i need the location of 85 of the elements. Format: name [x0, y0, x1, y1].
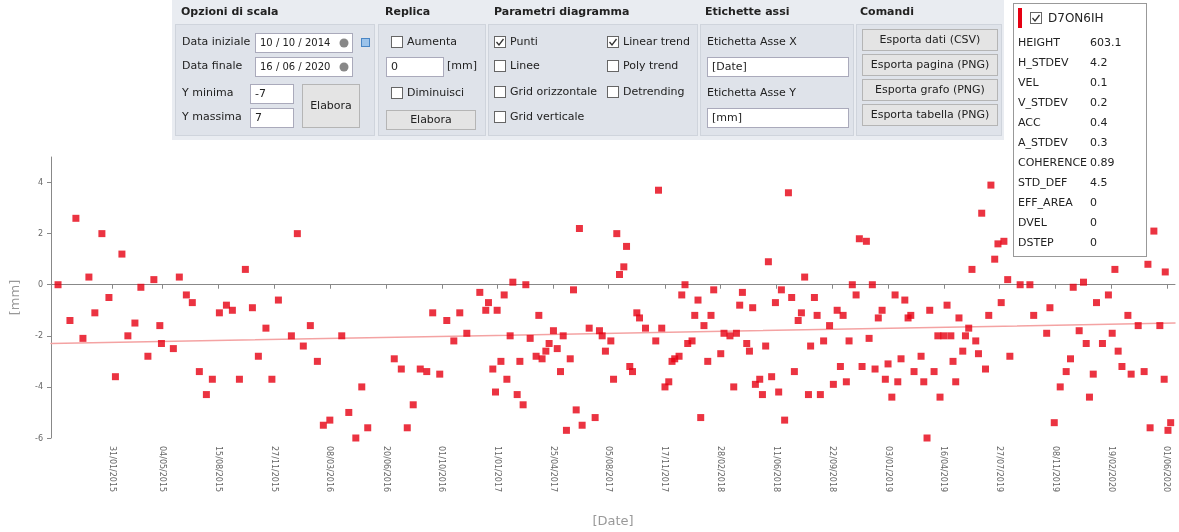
text: Esporta dati (CSV) [879, 33, 981, 47]
text: Grid orizzontale [510, 85, 598, 99]
text: 16 / 06 / 2020 [260, 60, 331, 74]
text: 4.2 [1090, 56, 1108, 70]
text: Y minima [182, 86, 234, 100]
text: Poly trend [623, 59, 679, 73]
x-tick-label: 01/10/2016 [437, 446, 447, 493]
x-tick-label: 25/04/2017 [548, 446, 558, 493]
annotation: COHERENCE [1018, 156, 1088, 170]
annotation: DSTEP [1018, 236, 1054, 250]
annotation: 4.5 [1090, 176, 1108, 190]
y-tick-label: -4 [35, 382, 43, 392]
annotation: 0.89 [1090, 156, 1115, 170]
annotation: 0 [1090, 236, 1097, 250]
text: Opzioni di scala [181, 5, 279, 19]
x-tick-label: 20/06/2016 [381, 446, 391, 493]
x-tick-label: 01/06/2020 [1162, 446, 1172, 493]
text: Esporta tabella (PNG) [870, 108, 990, 122]
text: Etichetta Asse Y [707, 86, 796, 100]
text: A_STDEV [1018, 136, 1068, 150]
text: 7 [255, 111, 262, 125]
text: Parametri diagramma [494, 5, 630, 19]
x-tick-label: 11/01/2017 [492, 446, 502, 493]
text: V_STDEV [1018, 96, 1068, 110]
text: 0.1 [1090, 76, 1108, 90]
annotation: 0 [1090, 196, 1097, 210]
annotation: DVEL [1018, 216, 1047, 230]
x-tick-label: 15/08/2015 [213, 446, 223, 493]
text: Replica [385, 5, 431, 19]
y-tick-label: 0 [37, 280, 43, 290]
x-tick-label: 03/01/2019 [883, 446, 893, 493]
y-tick-label: -6 [35, 433, 43, 443]
text: Grid verticale [510, 110, 585, 124]
text: Punti [510, 35, 538, 49]
text: Comandi [860, 5, 914, 19]
x-tick-label: 22/09/2018 [827, 446, 837, 493]
annotation: EFF_AREA [1018, 196, 1073, 210]
text: Esporta grafo (PNG) [875, 83, 985, 97]
text: 10 / 10 / 2014 [260, 36, 331, 50]
x-tick-label: 28/02/2018 [716, 446, 726, 493]
text: 0.3 [1090, 136, 1108, 150]
text: Elabora [310, 99, 352, 113]
y-axis-title: [mm] [7, 279, 22, 316]
text: H_STDEV [1018, 56, 1069, 70]
x-axis-title: [Date] [592, 513, 634, 528]
text: 0 [391, 60, 398, 74]
text: Elabora [410, 113, 452, 127]
text: Y massima [182, 110, 242, 124]
x-tick-label: 05/08/2017 [604, 446, 614, 493]
x-tick-label: 27/07/2019 [994, 446, 1004, 493]
x-tick-label: 27/11/2015 [270, 446, 280, 493]
annotation: STD_DEF [1018, 176, 1068, 190]
annotation: 0 [1090, 216, 1097, 230]
x-tick-label: 08/11/2019 [1050, 446, 1060, 493]
text: Aumenta [407, 35, 458, 49]
text: 0.2 [1090, 96, 1108, 110]
text: VEL [1018, 76, 1039, 90]
text: 603.1 [1090, 36, 1122, 50]
text: Etichette assi [705, 5, 790, 19]
text: -7 [255, 87, 266, 101]
text: Diminuisci [407, 86, 465, 100]
x-tick-label: 11/06/2018 [772, 446, 782, 493]
text: Detrending [623, 85, 685, 99]
text: D7ON6IH [1048, 11, 1104, 25]
x-tick-label: 16/04/2019 [939, 446, 949, 493]
text: ACC [1018, 116, 1041, 130]
text: [mm] [712, 111, 743, 125]
y-tick-label: 4 [37, 178, 43, 188]
text: Data iniziale [182, 35, 251, 49]
text: Esporta pagina (PNG) [870, 58, 990, 72]
text: Linee [510, 59, 540, 73]
text: [mm] [447, 59, 478, 73]
x-tick-label: 19/02/2020 [1106, 446, 1116, 493]
text: HEIGHT [1018, 36, 1060, 50]
x-tick-label: 17/11/2017 [660, 446, 670, 493]
text: 0.4 [1090, 116, 1108, 130]
y-tick-label: -2 [35, 331, 43, 341]
y-tick-label: 2 [37, 229, 43, 239]
x-tick-label: 31/01/2015 [107, 446, 117, 493]
text: Etichetta Asse X [707, 35, 797, 49]
text: [Date] [712, 60, 747, 74]
x-tick-label: 04/05/2015 [158, 446, 168, 493]
x-tick-label: 08/03/2016 [325, 446, 335, 493]
text: Data finale [182, 59, 243, 73]
text: Linear trend [623, 35, 690, 49]
